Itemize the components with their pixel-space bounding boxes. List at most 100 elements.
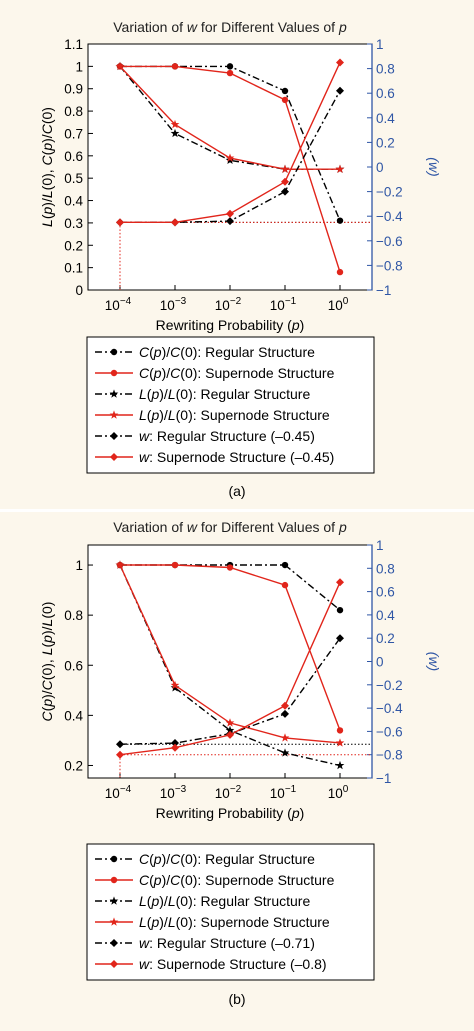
legend-label-part: p — [150, 386, 159, 402]
data-point — [281, 709, 289, 718]
legend-label-part: w — [139, 956, 150, 972]
x-axis-label-part: ) — [300, 317, 305, 333]
y-tick-label: 0 — [75, 283, 83, 298]
legend-label-part: p — [150, 893, 159, 909]
x-tick-exponent: 0 — [343, 784, 349, 795]
data-point — [226, 69, 234, 77]
data-point — [170, 119, 180, 129]
legend-label-part: C — [139, 851, 150, 867]
y-tick-label: 0.8 — [64, 104, 83, 119]
legend-entry: w: Supernode Structure (–0.8) — [95, 956, 327, 972]
legend-label-part: L — [139, 914, 147, 930]
x-tick-exponent: −2 — [230, 784, 242, 795]
data-point — [281, 561, 289, 569]
legend-entry: C(p)/C(0): Supernode Structure — [95, 365, 335, 381]
x-tick-exponent: −3 — [175, 296, 187, 307]
x-tick-exponent: −4 — [120, 296, 132, 307]
x-axis: 10−4 10−3 10−2 10−1 100 — [105, 285, 349, 313]
x-axis-label-part: ) — [300, 805, 305, 821]
legend-label-part: C — [170, 344, 181, 360]
data-point — [115, 560, 125, 569]
y2-tick-label: −1 — [376, 771, 391, 786]
plot-area — [87, 544, 373, 779]
legend-label-part: )/ — [159, 386, 168, 402]
legend-label: w: Supernode Structure (–0.8) — [139, 956, 327, 972]
y-axis-label-part: p — [39, 143, 55, 152]
legend-label-part: w — [139, 428, 150, 444]
y2-tick-label: 0.8 — [376, 62, 395, 77]
legend-label-part: : Supernode Structure — [193, 914, 330, 930]
legend-entry: C(p)/C(0): Supernode Structure — [95, 872, 335, 888]
legend-label-part: L — [139, 386, 147, 402]
x-tick-exponent: −3 — [175, 784, 187, 795]
y-axis-label-part: (0), — [39, 655, 55, 680]
y2-tick-label: 0.6 — [376, 86, 395, 101]
y-axis-label-part: L — [39, 219, 55, 227]
data-point — [226, 209, 234, 218]
x-tick-base: 10 — [105, 786, 120, 801]
legend-label: C(p)/C(0): Regular Structure — [139, 851, 315, 867]
x-tick-label: 10−4 — [105, 296, 132, 313]
x-tick-base: 10 — [105, 298, 120, 313]
legend-label-part: p — [153, 344, 162, 360]
legend-entry: w: Supernode Structure (–0.45) — [95, 449, 334, 465]
data-point — [336, 606, 344, 614]
data-point — [281, 581, 289, 589]
data-point — [170, 128, 180, 138]
legend-swatch-marker — [110, 453, 118, 461]
y2-tick-label: 1 — [376, 538, 384, 553]
x-axis-label: Rewriting Probability (p) — [156, 805, 305, 821]
chart-title-part: Variation of — [113, 519, 187, 535]
legend-label-part: (0) — [176, 386, 193, 402]
legend-label-part: ( — [149, 851, 154, 867]
y-axis-label-part: L — [39, 647, 55, 655]
legend-label: C(p)/C(0): Supernode Structure — [139, 872, 335, 888]
data-point — [171, 743, 179, 752]
legend-swatch-marker — [109, 917, 119, 926]
legend-label: w: Regular Structure (–0.45) — [139, 428, 315, 444]
chart-title: Variation of w for Different Values of p — [113, 19, 347, 35]
y2-tick-label: −0.8 — [376, 748, 403, 763]
x-tick-exponent: 0 — [343, 296, 349, 307]
legend: C(p)/C(0): Regular Structure C(p)/C(0): S… — [86, 843, 375, 981]
data-point — [170, 683, 180, 692]
right-axis: −1 −0.8 −0.6 −0.4 −0.2 0 0.2 0.4 0.6 0.8 1 — [367, 37, 403, 298]
y-axis-label-part: ( — [39, 706, 55, 711]
y2-tick-label: −0.6 — [376, 724, 403, 739]
y-axis-label-part: C — [39, 679, 55, 690]
y-axis-label-part: p — [39, 206, 55, 215]
x-axis-label-part: Rewriting Probability ( — [156, 317, 292, 333]
series-3 — [115, 61, 345, 173]
chart-panel-a: Variation of w for Different Values of p… — [39, 19, 442, 499]
x-axis-label: Rewriting Probability (p) — [156, 317, 305, 333]
y2-tick-label: 0.2 — [376, 631, 395, 646]
x-tick-label: 10−2 — [215, 296, 242, 313]
legend-entry: w: Regular Structure (–0.45) — [95, 428, 315, 444]
data-point — [226, 217, 234, 226]
legend-label-part: : Supernode Structure (–0.45) — [149, 449, 334, 465]
data-point — [226, 730, 234, 739]
y-axis-label: L(p)/L(0), C(p)/C(0) — [39, 107, 55, 227]
y-axis-label-part: p — [39, 699, 55, 708]
data-point — [336, 727, 344, 734]
legend-label-part: ( — [147, 407, 152, 423]
data-point — [280, 733, 290, 742]
y2-tick-label: 0.4 — [376, 608, 395, 623]
data-point — [281, 187, 289, 196]
legend-label-part: : Regular Structure — [197, 851, 315, 867]
data-point — [226, 564, 234, 571]
data-point — [281, 701, 289, 710]
data-point — [336, 217, 344, 224]
y-axis-label: C(p)/C(0), L(p)/L(0) — [39, 602, 55, 722]
y-axis-label-part: )/ — [39, 626, 55, 635]
legend-label-part: C — [170, 872, 181, 888]
legend-entry: w: Regular Structure (–0.71) — [95, 935, 315, 951]
legend-label-part: : Regular Structure — [197, 344, 315, 360]
y2-tick-label: −0.6 — [376, 234, 403, 249]
y-tick-label: 0.1 — [64, 261, 83, 276]
data-point — [280, 164, 290, 173]
legend-swatch-marker — [110, 855, 118, 863]
y-axis-label-part: ( — [39, 150, 55, 155]
legend-label-part: ( — [147, 893, 152, 909]
